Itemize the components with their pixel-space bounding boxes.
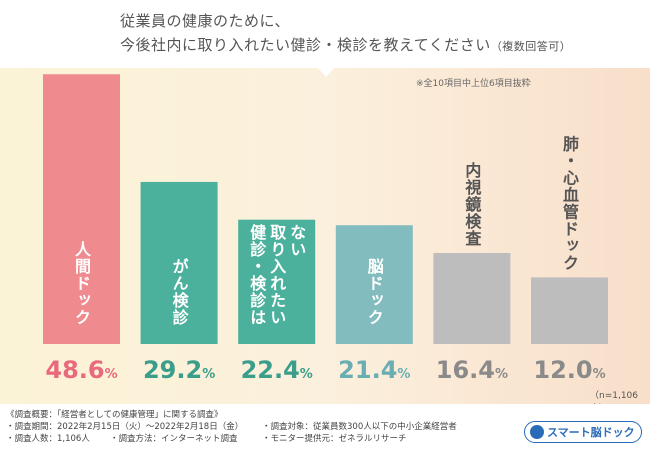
survey-count: ・調査人数：1,106人	[6, 434, 90, 444]
survey-period: ・調査期間：2022年2月15日（火）～2022年2月18日（金）	[6, 422, 244, 432]
survey-method: ・調査方法：インターネット調査	[110, 434, 238, 444]
bar-5	[433, 252, 511, 344]
logo-text: スマート脳ドック	[547, 426, 635, 439]
title-line-2-suffix: （複数回答可）	[490, 40, 572, 53]
chart-title: 従業員の健康のために、 今後社内に取り入れたい健診・検診を教えてください（複数回…	[120, 9, 571, 59]
value-label-6: 12.0%	[533, 356, 605, 384]
title-line-1: 従業員の健康のために、	[120, 12, 291, 30]
category-label-6: 肺・心血管ドック	[560, 134, 579, 271]
category-label-3-part-3: ない	[287, 224, 306, 258]
bar-6	[531, 277, 608, 344]
category-label-5: 内視鏡検査	[462, 161, 482, 247]
excerpt-note: ※全10項目中上位6項目抜粋	[416, 79, 531, 89]
category-label-3-part-2: 取り入れたい	[267, 224, 286, 326]
value-label-2: 29.2%	[143, 356, 215, 384]
category-label-1: 人間ドック	[72, 241, 91, 326]
title-pointer	[317, 67, 335, 77]
survey-title: 《調査概要：「経営者としての健康管理」に関する調査》	[6, 410, 223, 420]
bar-2	[140, 181, 218, 344]
survey-target: ・調査対象：従業員数300人以下の中小企業経営者	[262, 422, 457, 432]
title-line-2: 今後社内に取り入れたい健診・検診を教えてください（複数回答可）	[120, 33, 571, 59]
bar-chart: 人間ドック 48.6% がん検診 29.2% 健診・検診は 取り入れたい ない 22.4% 脳ド…	[43, 74, 608, 384]
survey-provider: ・モニター提供元：ゼネラルリサーチ	[262, 434, 407, 444]
value-label-4: 21.4%	[338, 356, 410, 384]
brand-logo: スマート脳ドック	[524, 421, 642, 443]
bar-3	[238, 219, 316, 344]
value-label-5: 16.4%	[436, 356, 508, 384]
title-box: 従業員の健康のために、 今後社内に取り入れたい健診・検診を教えてください（複数回…	[0, 0, 650, 68]
brain-icon	[530, 425, 544, 439]
category-label-3-part-1: 健診・検診は	[247, 223, 266, 326]
value-label-3: 22.4%	[241, 356, 313, 384]
bar-1	[43, 74, 120, 345]
category-label-2: がん検診	[170, 257, 189, 326]
bar-4	[335, 225, 413, 344]
value-label-1: 48.6%	[45, 356, 117, 384]
title-line-2-main: 今後社内に取り入れたい健診・検診を教えてください	[120, 36, 491, 54]
category-label-4: 脳ドック	[365, 258, 384, 326]
